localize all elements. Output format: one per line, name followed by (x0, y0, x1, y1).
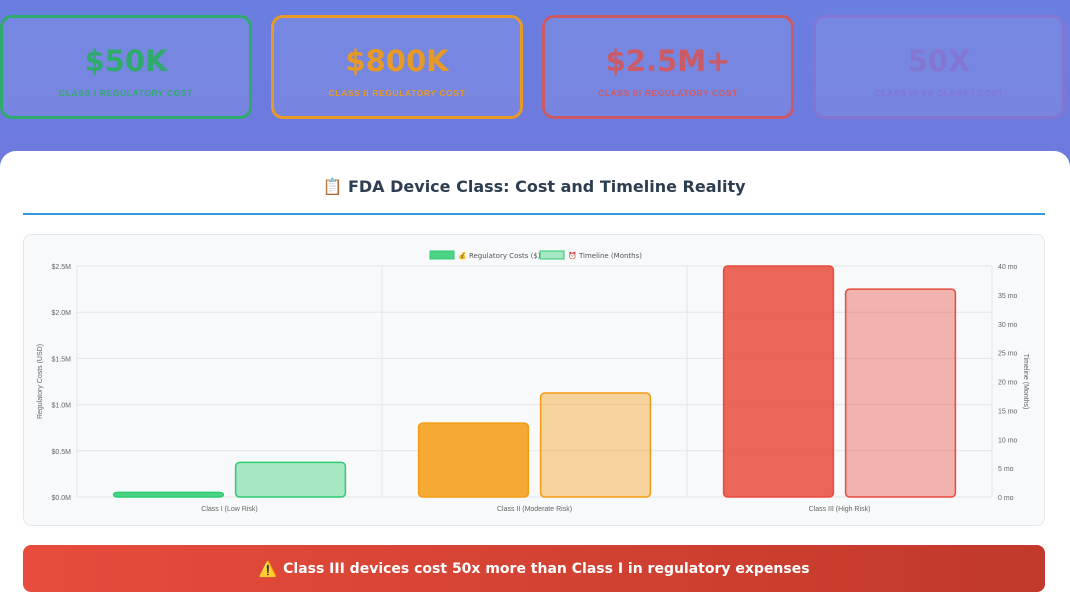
y-left-tick-label: $1.5M (52, 356, 72, 363)
panel-title: 📋 FDA Device Class: Cost and Timeline Re… (23, 177, 1045, 196)
bar-chart: $0.0M $0.5M $1.0M $1.5M $2.0M $2.5M 0 mo 5 mo 10… (37, 250, 1029, 513)
legend-swatch (539, 250, 565, 260)
x-tick-label: Class III (High Risk) (809, 506, 871, 513)
clipboard-icon: 📋 (322, 177, 343, 196)
stats-row: $50K Class I regulatory cost $800K Class… (0, 0, 1070, 150)
alert-text: Class III devices cost 50x more than Cla… (283, 560, 810, 577)
panel-title-text: FDA Device Class: Cost and Timeline Real… (347, 177, 746, 196)
cost-bar (722, 265, 835, 498)
stat-card-multiplier: 50X Class III vs Class I cost (813, 15, 1065, 119)
y-right-tick-label: 10 mo (998, 437, 1018, 444)
timeline-bar (539, 392, 652, 498)
legend-label: ⏰ Timeline (Months) (568, 251, 642, 260)
title-divider (23, 213, 1045, 215)
y-right-tick-label: 15 mo (998, 408, 1018, 415)
cost-bar (112, 491, 225, 498)
y-left-tick-label: $1.0M (52, 403, 72, 410)
x-tick-label: Class II (Moderate Risk) (497, 506, 572, 513)
timeline-bar (234, 461, 347, 498)
x-tick-label: Class I (Low Risk) (201, 506, 257, 513)
alert-banner: ⚠️ Class III devices cost 50x more than … (23, 545, 1045, 592)
y-right-axis-title: Timeline (Months) (1022, 354, 1029, 410)
y-right-tick-label: 5 mo (998, 466, 1014, 473)
y-left-tick-label: $0.5M (52, 449, 72, 456)
y-right-tick-label: 40 mo (998, 264, 1018, 271)
y-right-tick-label: 0 mo (998, 495, 1014, 502)
stat-label: Class III regulatory cost (598, 88, 738, 98)
stat-value: $800K (345, 44, 449, 78)
y-left-tick-label: $0.0M (52, 495, 72, 502)
y-left-tick-label: $2.0M (52, 310, 72, 317)
y-right-tick-label: 25 mo (998, 351, 1018, 358)
stat-card-class-i: $50K Class I regulatory cost (0, 15, 252, 119)
legend-swatch (429, 250, 455, 260)
cost-bar (417, 422, 530, 498)
stat-label: Class II regulatory cost (328, 88, 466, 98)
legend-label: 💰 Regulatory Costs ($) (458, 251, 541, 260)
stat-value: $50K (84, 44, 168, 78)
y-left-axis-title: Regulatory Costs (USD) (37, 344, 44, 419)
y-right-tick-label: 20 mo (998, 380, 1018, 387)
y-left-tick-label: $2.5M (52, 264, 72, 271)
stat-card-class-ii: $800K Class II regulatory cost (271, 15, 523, 119)
warning-icon: ⚠️ (258, 559, 278, 578)
chart-container: $0.0M $0.5M $1.0M $1.5M $2.0M $2.5M 0 mo 5 mo 10… (23, 234, 1045, 526)
chart-panel: 📋 FDA Device Class: Cost and Timeline Re… (0, 151, 1070, 611)
timeline-bar (844, 288, 957, 498)
y-right-tick-label: 35 mo (998, 293, 1018, 300)
stat-label: Class I regulatory cost (59, 88, 193, 98)
stat-value: $2.5M+ (605, 44, 731, 78)
stat-card-class-iii: $2.5M+ Class III regulatory cost (542, 15, 794, 119)
y-right-tick-label: 30 mo (998, 322, 1018, 329)
stat-label: Class III vs Class I cost (874, 88, 1004, 98)
stat-value: 50X (907, 44, 971, 78)
